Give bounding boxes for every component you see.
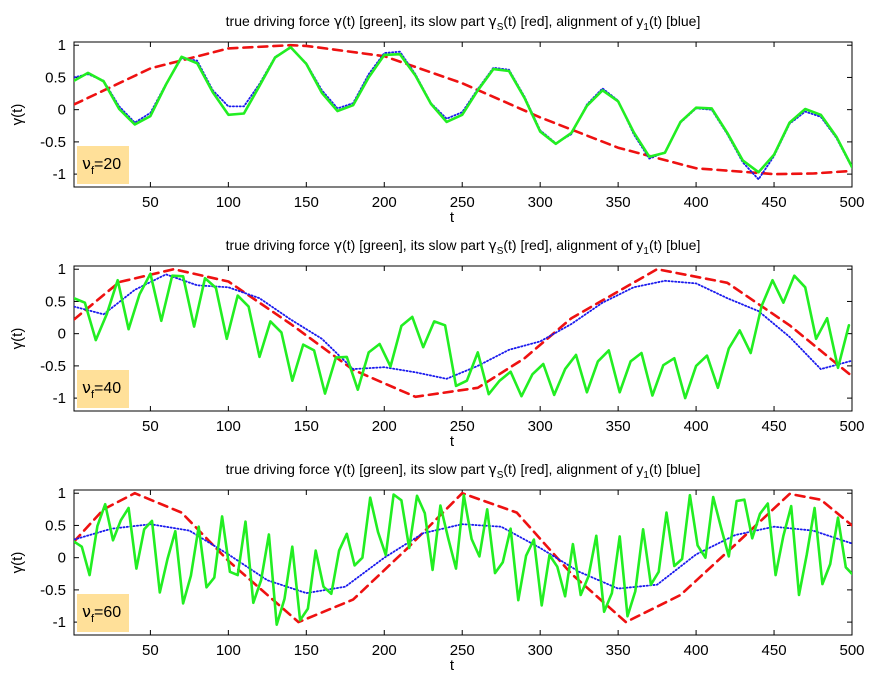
chart-panel-1: true driving force γ(t) [green], its slo… [9,13,865,226]
annotation-label: νf=60 [82,602,121,625]
annotation-label: νf=40 [82,378,121,401]
y-axis-label: γ(t) [9,104,26,126]
x-tick-label: 450 [762,194,787,211]
y-tick-label: 0 [58,326,66,343]
chart-panel-3: true driving force γ(t) [green], its slo… [9,461,865,674]
y-tick-label: 0 [58,102,66,119]
series-dotted-line: alignment of y1(t) [blue] [74,523,852,594]
y-tick-label: 0.5 [45,69,66,86]
x-tick-label: 250 [450,642,475,659]
x-axis-label: t [450,657,455,674]
y-tick-label: -0.5 [40,134,66,151]
x-tick-label: 350 [606,642,631,659]
y-tick-label: 0.5 [45,517,66,534]
y-tick-label: -0.5 [40,358,66,375]
y-tick-label: 0.5 [45,293,66,310]
x-tick-label: 100 [216,194,241,211]
x-tick-label: 50 [142,194,159,211]
y-tick-label: 1 [58,37,66,54]
series-solid-line: true driving force γ(t) [green] [74,272,851,400]
y-tick-label: -1 [53,390,66,407]
y-tick-label: -1 [53,614,66,631]
x-tick-label: 150 [294,642,319,659]
x-tick-label: 150 [294,418,319,435]
y-tick-label: 1 [58,261,66,278]
chart-panel-2: true driving force γ(t) [green], its slo… [9,237,865,450]
x-tick-label: 100 [216,642,241,659]
y-tick-label: 0 [58,550,66,567]
x-tick-label: 300 [528,418,553,435]
series-dashed-line: slow part γS(t) [red] [74,491,852,624]
series-group: slow part γS(t) [red]alignment of y1(t) … [74,267,852,400]
x-tick-label: 300 [528,194,553,211]
annotation-box [77,594,129,632]
series-group: slow part γS(t) [red]alignment of y1(t) … [74,491,852,627]
x-tick-label: 200 [372,642,397,659]
x-tick-label: 250 [450,194,475,211]
series-solid-line: true driving force γ(t) [green] [74,45,852,174]
y-axis-label: γ(t) [9,552,26,574]
x-tick-label: 300 [528,642,553,659]
x-tick-label: 200 [372,418,397,435]
annotation-label: νf=20 [82,154,121,177]
x-tick-label: 500 [839,194,864,211]
x-tick-label: 150 [294,194,319,211]
y-tick-label: -1 [53,166,66,183]
series-group: slow part γS(t) [red]alignment of y1(t) … [74,43,852,181]
series-solid-line: true driving force γ(t) [green] [74,493,852,627]
series-dashed-line: slow part γS(t) [red] [74,43,852,176]
x-tick-label: 450 [762,418,787,435]
y-tick-label: -0.5 [40,582,66,599]
x-axis-label: t [450,433,455,450]
series-dashed-line: slow part γS(t) [red] [74,267,852,399]
x-tick-label: 350 [606,194,631,211]
y-axis-label: γ(t) [9,328,26,350]
x-tick-label: 350 [606,418,631,435]
x-tick-label: 400 [684,194,709,211]
x-tick-label: 400 [684,642,709,659]
annotation-box [77,370,129,408]
x-tick-label: 200 [372,194,397,211]
y-tick-label: 1 [58,485,66,502]
x-axis-label: t [450,209,455,226]
plot-area [73,265,853,412]
chart-title: true driving force γ(t) [green], its slo… [226,13,701,33]
x-tick-label: 500 [839,642,864,659]
x-tick-label: 100 [216,418,241,435]
x-tick-label: 500 [839,418,864,435]
chart-title: true driving force γ(t) [green], its slo… [226,237,701,257]
x-tick-label: 250 [450,418,475,435]
chart-title: true driving force γ(t) [green], its slo… [226,461,701,481]
x-tick-label: 50 [142,642,159,659]
x-tick-label: 400 [684,418,709,435]
x-tick-label: 450 [762,642,787,659]
annotation-box [77,146,129,184]
x-tick-label: 50 [142,418,159,435]
